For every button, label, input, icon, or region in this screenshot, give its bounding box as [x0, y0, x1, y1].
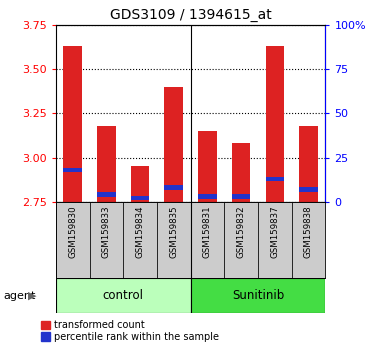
Text: GSM159830: GSM159830: [68, 206, 77, 258]
Bar: [191, 202, 224, 278]
Bar: [157, 202, 191, 278]
Bar: [232, 143, 250, 202]
Text: GSM159837: GSM159837: [270, 206, 279, 258]
Bar: [232, 194, 250, 199]
Text: GSM159835: GSM159835: [169, 206, 178, 258]
Bar: [64, 168, 82, 172]
Text: GSM159833: GSM159833: [102, 206, 111, 258]
Bar: [164, 185, 183, 190]
Bar: [97, 126, 115, 202]
Bar: [292, 202, 325, 278]
Bar: [97, 193, 115, 197]
Bar: [224, 202, 258, 278]
Bar: [164, 87, 183, 202]
Text: Sunitinib: Sunitinib: [232, 289, 284, 302]
Text: GSM159834: GSM159834: [136, 206, 144, 258]
Bar: [299, 187, 318, 192]
Bar: [131, 196, 149, 200]
Bar: [299, 126, 318, 202]
Bar: [198, 131, 217, 202]
Text: control: control: [103, 289, 144, 302]
Bar: [56, 278, 191, 313]
Text: GSM159832: GSM159832: [237, 206, 246, 258]
Bar: [123, 202, 157, 278]
Bar: [266, 177, 284, 181]
Bar: [64, 46, 82, 202]
Bar: [258, 202, 292, 278]
Bar: [89, 202, 123, 278]
Bar: [198, 194, 217, 199]
Bar: [266, 46, 284, 202]
Legend: transformed count, percentile rank within the sample: transformed count, percentile rank withi…: [42, 320, 219, 342]
Text: GSM159831: GSM159831: [203, 206, 212, 258]
Bar: [191, 278, 325, 313]
Bar: [131, 166, 149, 202]
Text: GSM159838: GSM159838: [304, 206, 313, 258]
Title: GDS3109 / 1394615_at: GDS3109 / 1394615_at: [110, 8, 271, 22]
Text: ▶: ▶: [28, 291, 36, 301]
Bar: [56, 202, 89, 278]
Text: agent: agent: [4, 291, 36, 301]
